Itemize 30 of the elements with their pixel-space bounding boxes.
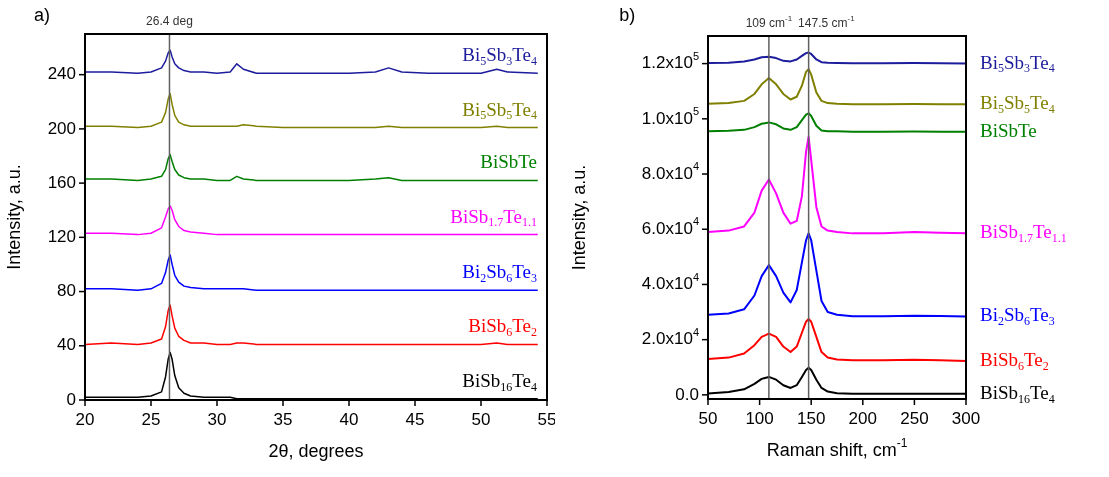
x-tick-label: 45 <box>405 409 425 429</box>
x-tick-label: 200 <box>848 408 877 428</box>
x-tick-label: 25 <box>141 409 161 429</box>
x-tick-label: 30 <box>207 409 227 429</box>
x-tick-label: 35 <box>273 409 293 429</box>
text: a) <box>34 4 51 25</box>
y-tick-label: 240 <box>47 64 77 84</box>
text: b) <box>619 4 636 25</box>
y-tick-label: 0 <box>66 389 77 409</box>
y-axis-title: Intensity, a.u. <box>3 164 24 270</box>
x-tick-label: 20 <box>75 409 95 429</box>
y-tick-label: 120 <box>47 227 77 247</box>
x-tick-label: 250 <box>900 408 929 428</box>
x-tick-label: 40 <box>339 409 359 429</box>
y-tick-label: 0.0 <box>675 384 700 404</box>
series-label: BiSbTe <box>480 151 537 173</box>
x-tick-label: 150 <box>797 408 826 428</box>
x-axis-title: 2θ, degrees <box>268 440 364 461</box>
y-tick-label: 200 <box>47 118 77 138</box>
y-tick-label: 40 <box>57 335 77 355</box>
series-label: BiSbTe <box>980 119 1037 141</box>
x-tick-label: 50 <box>698 408 718 428</box>
y-tick-label: 80 <box>57 281 77 301</box>
ref-line-label: 26.4 deg <box>146 14 193 29</box>
y-axis-title: Intensity, a.u. <box>568 164 589 271</box>
x-tick-label: 50 <box>471 409 491 429</box>
x-tick-label: 300 <box>951 408 981 428</box>
y-tick-label: 160 <box>47 172 77 192</box>
x-tick-label: 55 <box>537 409 557 429</box>
x-tick-label: 100 <box>745 408 774 428</box>
